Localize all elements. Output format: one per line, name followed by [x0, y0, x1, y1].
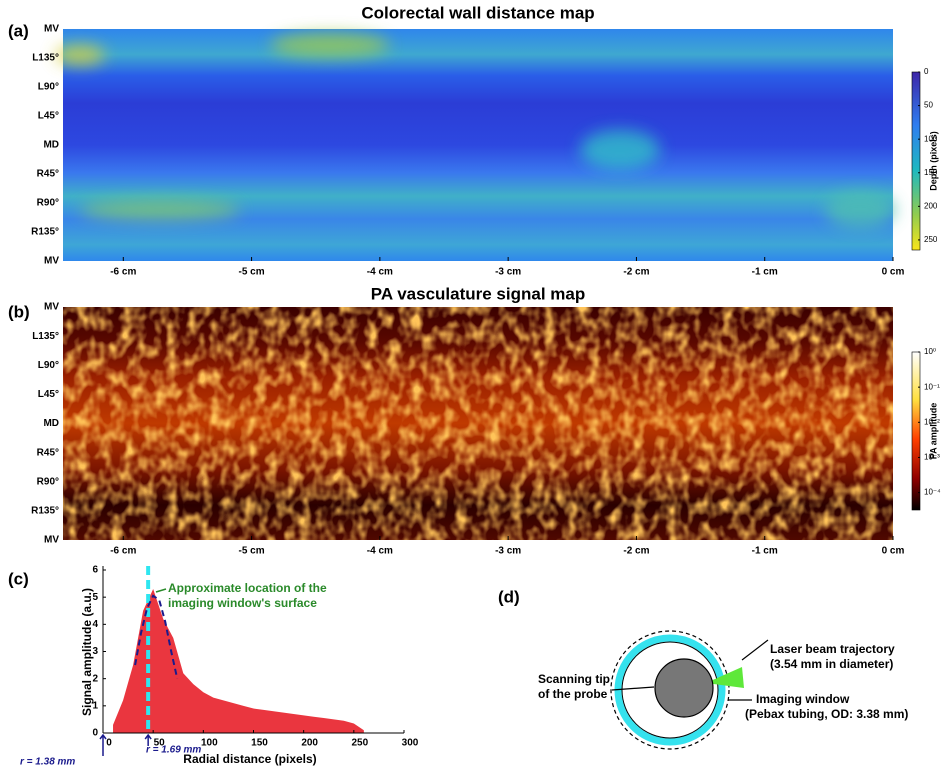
- colorbar-tick-label: 0: [924, 67, 929, 76]
- x-tick-label: 250: [351, 738, 368, 749]
- y-tick-label: MD: [43, 418, 59, 429]
- colorbar-label: Depth (pixels): [928, 131, 938, 191]
- chart-title: Colorectal wall distance map: [361, 3, 594, 22]
- y-tick-label: R45°: [37, 169, 59, 180]
- x-tick-label: -4 cm: [367, 267, 393, 278]
- heatmap: [63, 29, 893, 261]
- y-tick-label: 0: [92, 728, 98, 739]
- colorbar-tick-label: 200: [924, 201, 938, 210]
- colorbar-tick-label: 250: [924, 235, 938, 244]
- x-tick-label: -1 cm: [752, 546, 778, 557]
- colorbar: [912, 72, 920, 250]
- x-axis-label: Radial distance (pixels): [183, 752, 316, 766]
- x-tick-label: 0: [106, 738, 112, 749]
- r-label: r = 1.38 mm: [20, 757, 75, 768]
- x-tick-label: 300: [402, 738, 419, 749]
- y-tick-label: L45°: [38, 111, 59, 122]
- x-tick-label: -4 cm: [367, 546, 393, 557]
- r-arrow: [100, 735, 106, 756]
- chart-title: PA vasculature signal map: [371, 284, 585, 303]
- y-tick-label: L90°: [38, 82, 59, 93]
- panel-label: (a): [8, 21, 29, 40]
- diagram-label: of the probe: [538, 687, 608, 701]
- y-tick-label: L135°: [32, 53, 59, 64]
- y-tick-label: R135°: [31, 506, 59, 517]
- x-tick-label: -1 cm: [752, 267, 778, 278]
- diagram-label: Imaging window: [756, 692, 850, 706]
- x-tick-label: 0 cm: [882, 267, 905, 278]
- diagram-label: Scanning tip: [538, 672, 610, 686]
- r-label: r = 1.69 mm: [146, 745, 201, 756]
- y-tick-label: MV: [44, 535, 59, 546]
- heatmap-texture: [63, 307, 893, 540]
- x-tick-label: -3 cm: [495, 546, 521, 557]
- y-tick-label: L45°: [38, 389, 59, 400]
- colorbar-tick-label: 10⁻⁴: [924, 488, 941, 497]
- probe-tip: [655, 659, 713, 717]
- diagram-label: (3.54 mm in diameter): [770, 657, 893, 671]
- panel-label: (d): [498, 587, 520, 606]
- x-tick-label: -3 cm: [495, 267, 521, 278]
- y-tick-label: L135°: [32, 331, 59, 342]
- diagram-label: Laser beam trajectory: [770, 642, 895, 656]
- y-tick-label: 6: [92, 565, 98, 576]
- x-tick-label: 0 cm: [882, 546, 905, 557]
- y-tick-label: MV: [44, 24, 59, 35]
- annotation-arrow: [156, 589, 166, 592]
- x-tick-label: 100: [201, 738, 218, 749]
- signal-area: [113, 589, 364, 733]
- annotation: Approximate location of the: [168, 581, 327, 595]
- colorbar-label: PA amplitude: [928, 403, 938, 460]
- y-tick-label: R135°: [31, 227, 59, 238]
- x-tick-label: -5 cm: [239, 267, 265, 278]
- x-tick-label: 200: [301, 738, 318, 749]
- y-tick-label: MD: [43, 140, 59, 151]
- colorbar-tick-label: 10⁻¹: [924, 382, 940, 391]
- x-tick-label: -2 cm: [623, 267, 649, 278]
- y-tick-label: MV: [44, 302, 59, 313]
- panel-label: (b): [8, 302, 30, 321]
- figure: Colorectal wall distance map (a) MV L135° L9…: [0, 0, 941, 770]
- diagram-label: (Pebax tubing, OD: 3.38 mm): [745, 707, 908, 721]
- x-tick-label: -2 cm: [623, 546, 649, 557]
- x-tick-label: -6 cm: [110, 267, 136, 278]
- y-tick-label: MV: [44, 256, 59, 267]
- y-tick-label: R45°: [37, 447, 59, 458]
- colorbar-tick-label: 10⁰: [924, 347, 936, 356]
- y-tick-label: L90°: [38, 360, 59, 371]
- y-axis-label: Signal amplitude (a.u.): [80, 588, 94, 716]
- y-tick-label: R90°: [37, 476, 59, 487]
- x-tick-label: -6 cm: [110, 546, 136, 557]
- x-tick-label: 150: [251, 738, 268, 749]
- colorbar: [912, 352, 920, 510]
- panel-label: (c): [8, 569, 29, 588]
- colorbar-tick-label: 50: [924, 101, 933, 110]
- y-tick-label: R90°: [37, 198, 59, 209]
- annotation: imaging window's surface: [168, 596, 317, 610]
- x-tick-label: -5 cm: [239, 546, 265, 557]
